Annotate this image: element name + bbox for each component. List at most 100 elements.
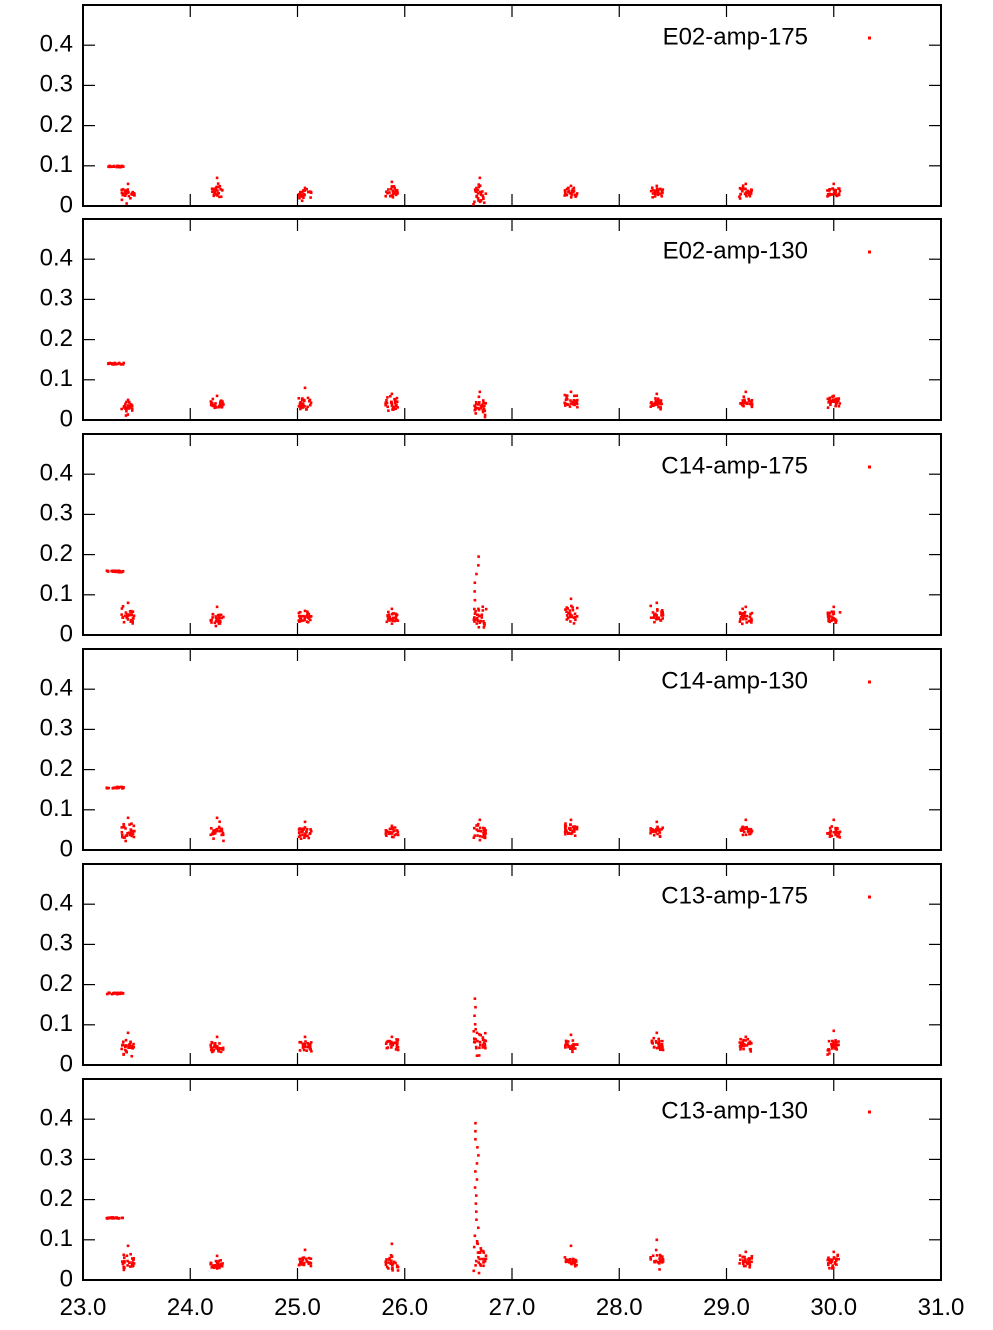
data-point bbox=[385, 831, 388, 834]
data-point bbox=[837, 835, 840, 838]
data-point bbox=[570, 605, 573, 608]
data-cluster bbox=[384, 393, 399, 412]
data-cluster bbox=[826, 819, 841, 839]
data-point bbox=[477, 1251, 480, 1254]
data-point bbox=[656, 403, 659, 406]
data-point bbox=[303, 1049, 306, 1052]
data-point bbox=[475, 190, 478, 193]
data-point bbox=[655, 1032, 658, 1035]
data-point bbox=[481, 613, 484, 616]
data-point bbox=[746, 401, 749, 404]
panel-frame bbox=[83, 5, 941, 206]
data-point bbox=[575, 1259, 578, 1262]
data-point bbox=[473, 836, 476, 839]
data-point bbox=[123, 1256, 126, 1259]
data-point bbox=[570, 185, 573, 188]
data-point bbox=[478, 401, 481, 404]
data-point bbox=[653, 1046, 656, 1049]
data-point bbox=[305, 830, 308, 833]
data-point bbox=[122, 1043, 125, 1046]
data-point bbox=[485, 608, 488, 611]
data-point bbox=[385, 1258, 388, 1261]
data-point bbox=[397, 1269, 400, 1272]
data-point bbox=[212, 837, 215, 840]
data-point bbox=[750, 831, 753, 834]
data-point bbox=[479, 184, 482, 187]
data-point bbox=[660, 610, 663, 613]
data-point bbox=[742, 1048, 745, 1051]
data-point bbox=[122, 165, 125, 168]
data-point bbox=[573, 617, 576, 620]
data-point bbox=[750, 619, 753, 622]
data-point bbox=[309, 828, 312, 831]
data-point bbox=[655, 185, 658, 188]
data-point bbox=[564, 1045, 567, 1048]
data-point bbox=[121, 1217, 124, 1220]
data-point bbox=[112, 992, 115, 995]
data-cluster bbox=[472, 177, 487, 206]
data-point bbox=[131, 620, 134, 623]
data-point bbox=[828, 397, 831, 400]
data-point bbox=[216, 1265, 219, 1268]
data-point bbox=[108, 166, 111, 169]
data-point bbox=[390, 195, 393, 198]
data-point bbox=[127, 817, 130, 820]
data-point bbox=[479, 819, 482, 822]
data-point bbox=[474, 1234, 477, 1237]
y-tick-label: 0.1 bbox=[40, 365, 73, 392]
data-point bbox=[215, 186, 218, 189]
data-point bbox=[834, 1261, 837, 1264]
x-tick-label: 24.0 bbox=[167, 1294, 214, 1321]
data-point bbox=[565, 399, 568, 402]
data-point bbox=[476, 617, 479, 620]
data-point bbox=[476, 834, 479, 837]
data-point bbox=[831, 1264, 834, 1267]
data-point bbox=[654, 397, 657, 400]
data-point bbox=[660, 195, 663, 198]
data-point bbox=[483, 201, 486, 204]
data-point bbox=[127, 399, 130, 402]
data-cluster bbox=[298, 1036, 312, 1053]
data-point bbox=[133, 1262, 136, 1265]
data-point bbox=[570, 391, 573, 394]
data-cluster bbox=[739, 606, 754, 626]
data-point bbox=[479, 1041, 482, 1044]
data-point bbox=[653, 615, 656, 618]
data-point bbox=[297, 397, 300, 400]
data-point bbox=[392, 408, 395, 411]
data-point bbox=[477, 1261, 480, 1264]
data-cluster bbox=[105, 786, 124, 790]
data-point bbox=[653, 830, 656, 833]
data-point bbox=[563, 402, 566, 405]
data-point bbox=[213, 404, 216, 407]
data-point bbox=[745, 819, 748, 822]
y-tick-label: 0.1 bbox=[40, 151, 73, 178]
data-point bbox=[474, 1170, 477, 1173]
legend-label: E02-amp-175 bbox=[663, 23, 808, 50]
data-point bbox=[829, 832, 832, 835]
data-point bbox=[659, 1260, 662, 1263]
data-point bbox=[122, 1266, 125, 1269]
data-point bbox=[298, 615, 301, 618]
data-point bbox=[751, 406, 754, 409]
data-point bbox=[566, 394, 569, 397]
data-point bbox=[220, 614, 223, 617]
data-point bbox=[745, 1036, 748, 1039]
data-point bbox=[387, 611, 390, 614]
data-point bbox=[387, 1261, 390, 1264]
data-point bbox=[391, 1255, 394, 1258]
data-point bbox=[482, 1264, 485, 1267]
data-point bbox=[220, 1263, 223, 1266]
data-point bbox=[387, 409, 390, 412]
data-cluster bbox=[563, 185, 578, 199]
data-point bbox=[384, 195, 387, 198]
data-point bbox=[307, 837, 310, 840]
data-point bbox=[833, 1257, 836, 1260]
data-point bbox=[474, 1264, 477, 1267]
data-point bbox=[483, 408, 486, 411]
data-point bbox=[474, 1186, 477, 1189]
data-point bbox=[304, 1045, 307, 1048]
data-cluster bbox=[826, 1251, 840, 1270]
data-point bbox=[125, 192, 128, 195]
data-point bbox=[310, 401, 313, 404]
